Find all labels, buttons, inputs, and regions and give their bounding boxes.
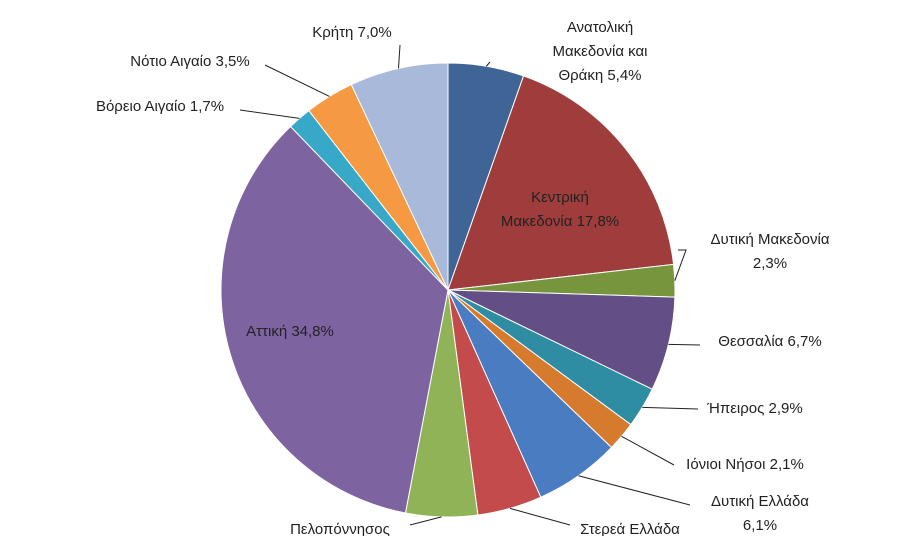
slice-label: Ανατολική Μακεδονία και Θράκη 5,4% xyxy=(552,19,647,84)
slice-label: Δυτική Μακεδονία 2,3% xyxy=(710,231,829,272)
slice-label: Αττική 34,8% xyxy=(246,323,334,340)
leader-line xyxy=(578,475,691,506)
slice-label: Κεντρική Μακεδονία 17,8% xyxy=(501,189,619,230)
leader-line xyxy=(674,249,687,281)
pie-slice xyxy=(447,75,675,291)
leader-line xyxy=(409,516,442,526)
leader-line xyxy=(668,343,701,346)
leader-line xyxy=(239,109,300,119)
slice-label: Κρήτη 7,0% xyxy=(312,24,392,41)
leader-line xyxy=(397,44,401,69)
leader-line xyxy=(264,64,330,97)
slice-label: Δυτική Ελλάδα 6,1% xyxy=(711,493,809,534)
leader-line xyxy=(642,406,699,410)
pie-slice xyxy=(220,125,449,514)
leader-line xyxy=(485,61,491,67)
slice-label: Θεσσαλία 6,7% xyxy=(718,333,821,350)
slice-label: Ήπειρος 2,9% xyxy=(706,400,802,417)
leader-line xyxy=(509,507,571,526)
slice-label: Ιόνιοι Νήσοι 2,1% xyxy=(686,456,804,473)
slice-label: Στερεά Ελλάδα xyxy=(580,521,680,536)
pie-slice xyxy=(350,62,449,291)
slice-label: Βόρειο Αιγαίο 1,7% xyxy=(96,98,224,115)
slice-label: Νότιο Αιγαίο 3,5% xyxy=(130,53,249,70)
leader-line xyxy=(621,435,675,466)
slice-label: Πελοπόννησος xyxy=(290,521,390,536)
